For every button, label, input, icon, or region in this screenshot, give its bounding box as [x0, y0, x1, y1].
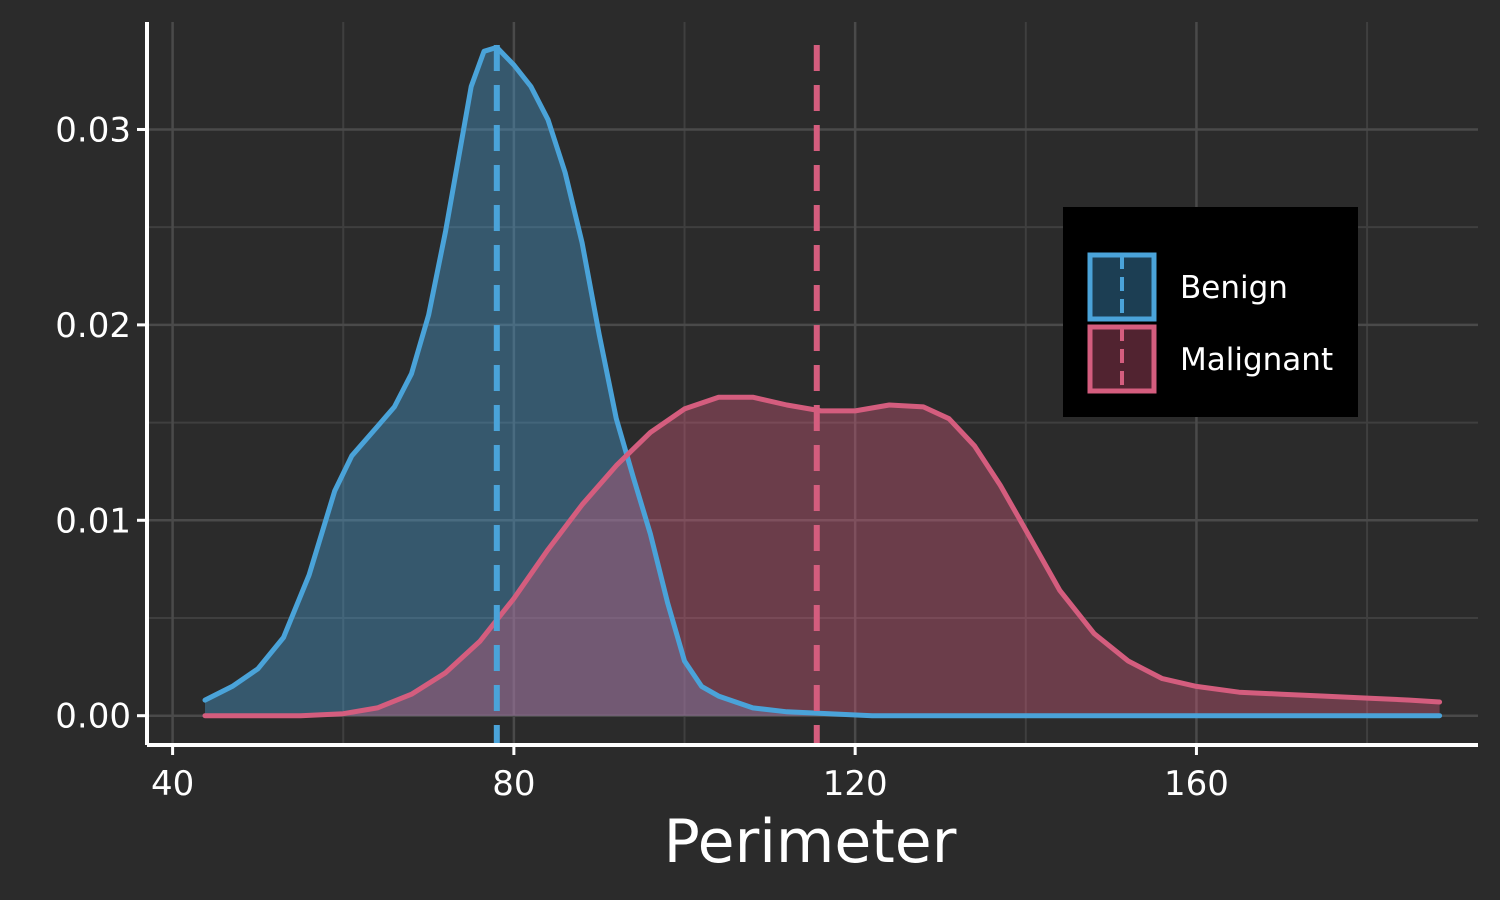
density-line-benign	[202, 44, 1443, 719]
y-tick-label: 0.01	[55, 501, 131, 541]
x-tick-label: 120	[823, 764, 888, 804]
y-tick-label: 0.03	[55, 110, 131, 150]
x-axis-title: Perimeter	[664, 807, 957, 877]
density-line-malignant	[202, 394, 1443, 719]
legend-background	[1063, 207, 1358, 417]
legend: Benign Malignant	[1063, 207, 1358, 417]
legend-label-benign: Benign	[1180, 270, 1288, 306]
x-tick-label: 80	[492, 764, 535, 804]
axes	[137, 22, 1478, 755]
density-fills	[205, 47, 1440, 716]
mean-lines	[493, 45, 820, 745]
density-lines	[202, 44, 1443, 719]
y-tick-label: 0.00	[55, 697, 131, 737]
legend-label-malignant: Malignant	[1180, 342, 1333, 378]
density-area-malignant	[205, 397, 1440, 716]
x-tick-label: 160	[1164, 764, 1229, 804]
tick-labels: 40 80 120 160 0.00 0.01 0.02 0.03	[55, 110, 1229, 804]
density-area-benign	[205, 47, 1440, 716]
x-tick-label: 40	[151, 764, 194, 804]
y-tick-label: 0.02	[55, 306, 131, 346]
